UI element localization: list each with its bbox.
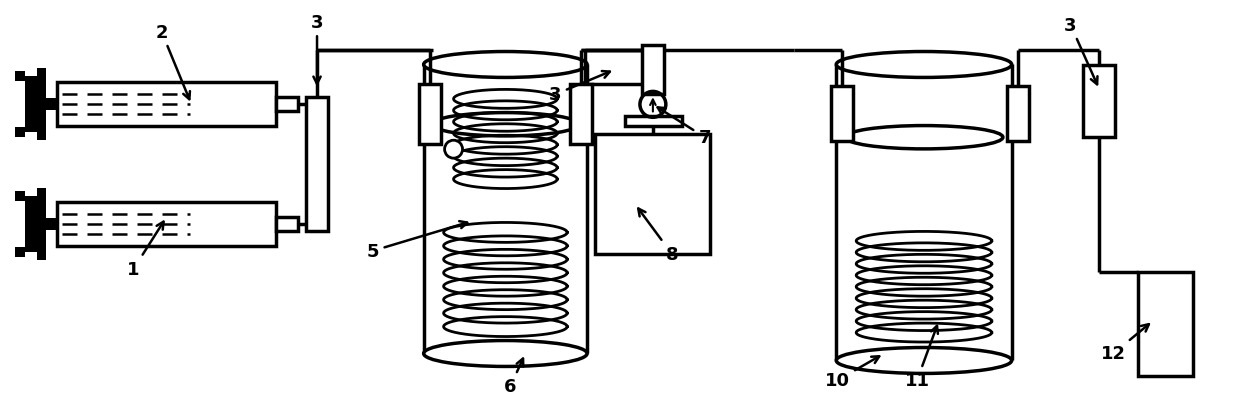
Bar [642, 45, 663, 95]
Bar [15, 247, 25, 257]
Bar [25, 197, 37, 252]
Bar [15, 191, 25, 202]
Bar [57, 83, 277, 127]
Text: 8: 8 [639, 209, 678, 263]
Bar [57, 202, 277, 246]
Text: 10: 10 [825, 356, 879, 389]
Text: 7: 7 [657, 108, 711, 147]
Ellipse shape [424, 52, 587, 78]
Bar [15, 128, 25, 138]
Ellipse shape [836, 52, 1012, 78]
Text: 3: 3 [1064, 17, 1097, 85]
Bar [419, 85, 440, 145]
Bar [277, 218, 298, 231]
Text: 1: 1 [128, 222, 164, 278]
Text: 5: 5 [367, 222, 467, 260]
Text: 2: 2 [155, 24, 190, 100]
Bar [45, 218, 60, 230]
Ellipse shape [836, 348, 1012, 373]
Text: 12: 12 [1101, 324, 1149, 363]
Bar [1007, 87, 1029, 142]
Text: 11: 11 [904, 326, 937, 389]
Ellipse shape [844, 126, 1003, 150]
Bar [1138, 272, 1193, 377]
Ellipse shape [432, 113, 579, 137]
Bar [625, 117, 682, 127]
Text: 3: 3 [311, 13, 324, 85]
Bar [570, 85, 591, 145]
Bar [1084, 66, 1115, 138]
Ellipse shape [445, 141, 463, 159]
Bar [25, 77, 37, 133]
Ellipse shape [424, 341, 587, 366]
Bar [277, 98, 298, 112]
Text: 3: 3 [549, 72, 610, 104]
Bar [15, 72, 25, 82]
Bar [595, 135, 709, 254]
Bar [45, 99, 60, 111]
Bar [831, 87, 853, 142]
Bar [37, 69, 46, 141]
Text: 6: 6 [505, 359, 523, 396]
Bar [37, 189, 46, 260]
Bar [306, 98, 329, 231]
